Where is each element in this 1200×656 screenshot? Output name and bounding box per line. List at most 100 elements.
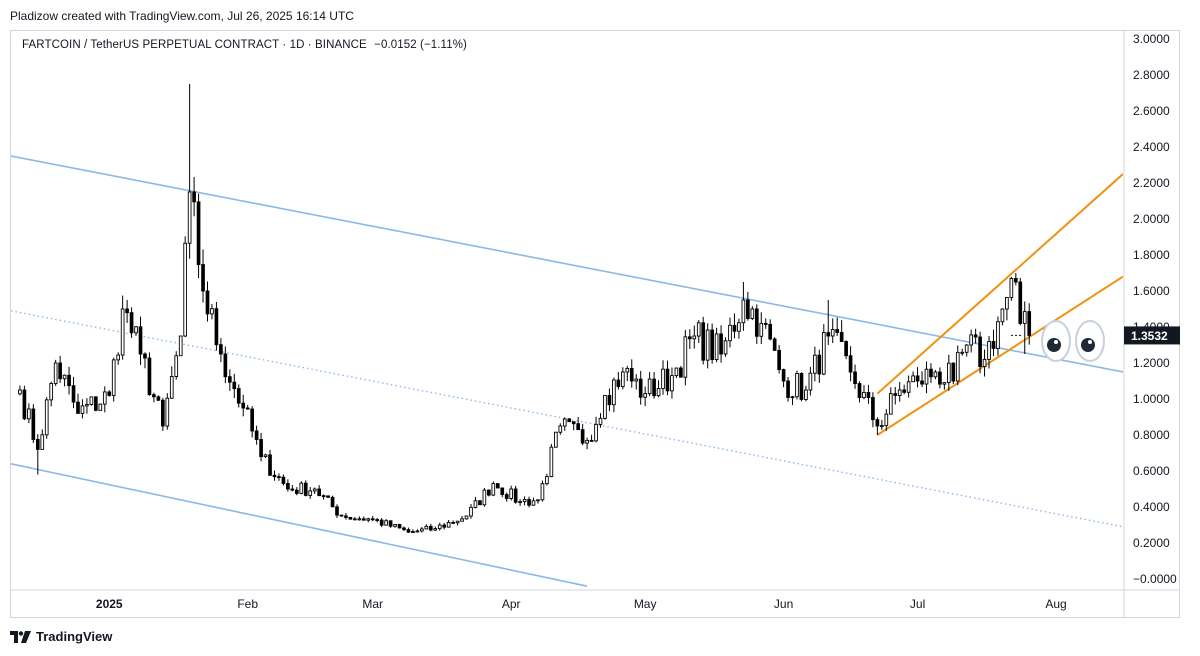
candle-down-body <box>513 488 518 503</box>
candle-up-body <box>696 322 701 337</box>
candle <box>205 281 210 322</box>
candle-up-body <box>808 372 813 391</box>
candle <box>661 360 665 395</box>
candle <box>960 348 965 356</box>
candle <box>116 352 121 365</box>
candle <box>326 495 330 498</box>
candle-down-body <box>920 380 924 385</box>
candle <box>946 354 951 391</box>
time-tick-label: 2025 <box>96 597 123 611</box>
candle-up-body <box>384 520 388 526</box>
candle <box>848 346 853 382</box>
candle-down-body <box>768 323 773 340</box>
candle-up-body <box>44 399 49 436</box>
candle <box>955 345 960 386</box>
candle <box>911 371 915 383</box>
candle-down-body <box>303 482 308 496</box>
candle <box>147 352 152 396</box>
candle <box>451 520 455 524</box>
candle-down-body <box>857 383 862 399</box>
candle <box>545 473 549 486</box>
candle-down-body <box>478 500 482 506</box>
candle-up-body <box>955 351 960 382</box>
candle <box>638 370 643 405</box>
candle <box>174 351 179 380</box>
candle-up-body <box>165 397 170 427</box>
last-price-badge <box>1124 326 1180 345</box>
tradingview-brand: TradingView <box>36 629 113 644</box>
candle <box>705 323 710 369</box>
candle <box>513 485 518 504</box>
candle <box>634 374 639 390</box>
candle-up-body <box>89 396 94 405</box>
candle-up-body <box>821 332 826 375</box>
candle <box>723 337 728 357</box>
candle <box>906 375 911 398</box>
candle-down-body <box>732 324 737 332</box>
candle-up-body <box>49 383 54 401</box>
candle <box>111 357 116 402</box>
candle <box>210 303 214 320</box>
candle <box>428 523 433 532</box>
candle <box>143 352 147 369</box>
candle-up-body <box>393 524 397 527</box>
candle <box>219 338 223 363</box>
candle <box>263 453 268 459</box>
candle <box>549 443 554 478</box>
candle-down-body <box>344 515 348 518</box>
candle-down-body <box>844 341 848 357</box>
price-tick-label: 1.8000 <box>1133 248 1170 262</box>
candle-up-body <box>1022 311 1027 324</box>
candle-down-body <box>58 362 62 380</box>
candle <box>268 449 272 476</box>
candle-up-body <box>187 191 192 244</box>
candle-up-body <box>723 340 728 355</box>
candle <box>625 365 630 382</box>
candle <box>487 489 491 497</box>
channel-mid <box>11 310 1123 528</box>
candle <box>536 499 540 504</box>
candle <box>737 318 741 339</box>
candle-down-body <box>1013 278 1018 283</box>
candle <box>888 387 893 415</box>
channel-upper <box>11 155 1123 373</box>
candle <box>643 386 647 407</box>
candle <box>897 382 902 402</box>
candle-up-body <box>888 393 893 415</box>
candle <box>495 483 500 489</box>
candle <box>379 518 384 528</box>
candle <box>987 335 991 369</box>
candle <box>692 325 697 349</box>
candle <box>152 392 156 403</box>
candle <box>920 371 924 388</box>
candle-down-body <box>665 368 670 392</box>
candle-down-body <box>754 308 759 337</box>
candle <box>44 397 49 439</box>
candle-down-body <box>763 322 768 325</box>
candle <box>375 517 380 523</box>
symbol-title: FARTCOIN / TetherUS PERPETUAL CONTRACT ·… <box>22 39 367 51</box>
candle <box>411 529 415 533</box>
candle-down-body <box>161 399 165 427</box>
candle-up-body <box>53 362 58 385</box>
price-tick-label: 2.6000 <box>1133 104 1170 118</box>
candle-up-body <box>455 520 460 524</box>
candle-down-body <box>236 388 241 404</box>
candle-down-body <box>152 394 156 398</box>
candle <box>76 393 80 414</box>
tradingview-footer[interactable]: TradingView <box>10 629 112 644</box>
candle-up-body <box>169 375 174 399</box>
candle-down-body <box>571 421 576 425</box>
candle <box>728 317 732 348</box>
candle <box>500 487 505 498</box>
candle-down-body <box>397 524 402 529</box>
candle <box>1027 303 1032 345</box>
candle <box>299 481 304 495</box>
candle-down-body <box>504 494 509 499</box>
candle-down-body <box>576 423 580 431</box>
candle-down-body <box>370 518 375 521</box>
candle <box>795 370 799 400</box>
candle-down-body <box>201 264 205 292</box>
candle <box>192 176 196 217</box>
